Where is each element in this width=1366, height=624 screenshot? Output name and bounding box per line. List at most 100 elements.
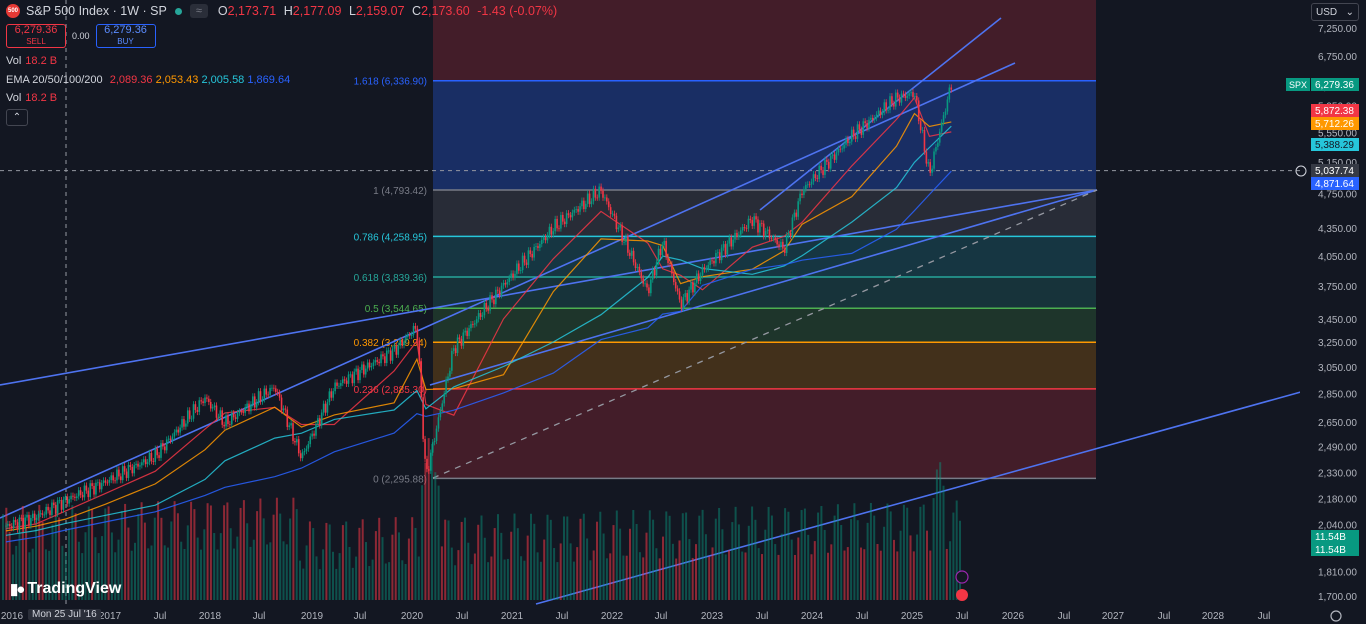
candle-body xyxy=(263,388,266,400)
volume-bar xyxy=(526,535,529,600)
volume-bar xyxy=(473,553,476,600)
volume-indicator[interactable]: Vol 18.2 B xyxy=(6,55,58,67)
volume-bar xyxy=(391,534,394,600)
candle-body xyxy=(672,273,675,283)
volume-bar xyxy=(813,541,816,600)
volume-bar xyxy=(97,553,100,600)
price-tag-bg xyxy=(1311,164,1359,177)
candle-body xyxy=(230,413,233,425)
candle-body xyxy=(363,364,365,375)
candle-body xyxy=(185,423,187,427)
candle-body xyxy=(724,244,727,255)
volume-bar xyxy=(483,537,486,600)
candle-body xyxy=(206,397,208,399)
symbol-title[interactable]: S&P 500 Index · 1W · SP xyxy=(26,4,167,18)
candle-body xyxy=(827,161,830,169)
volume-bar xyxy=(374,531,377,600)
volume-bar xyxy=(827,552,829,600)
candle-body xyxy=(435,428,438,442)
candle-body xyxy=(447,376,449,380)
candle-body xyxy=(741,227,744,231)
candle-body xyxy=(39,513,42,515)
candle-body xyxy=(274,388,277,392)
candle-body xyxy=(77,490,80,497)
volume-bar xyxy=(223,505,226,600)
volume-bar xyxy=(932,498,935,600)
candle-body xyxy=(234,417,237,419)
lightning-event-icon xyxy=(955,570,969,584)
volume-bar xyxy=(361,519,364,600)
candle-body xyxy=(257,391,260,403)
volume-bar xyxy=(308,521,311,600)
volume-bar xyxy=(35,520,37,600)
ema-indicator[interactable]: EMA 20/50/100/200 2,089.36 2,053.43 2,00… xyxy=(6,74,291,86)
candle-body xyxy=(454,348,457,353)
currency-select[interactable]: USD ⌄ xyxy=(1311,3,1359,21)
candle-body xyxy=(552,231,555,235)
candle-body xyxy=(797,201,799,217)
volume-bar xyxy=(671,543,674,600)
dashed-trend-line xyxy=(432,189,1098,479)
volume-bar xyxy=(183,548,186,600)
candle-body xyxy=(173,432,176,437)
candle-body xyxy=(384,356,386,364)
candle-body xyxy=(144,459,147,465)
candle-body xyxy=(407,335,409,337)
candle-body xyxy=(7,524,9,526)
volume-bar xyxy=(599,511,602,600)
volume-bar xyxy=(335,568,338,600)
candle-body xyxy=(870,117,872,120)
candle-body xyxy=(102,480,105,484)
price-tag: 5,712.26 xyxy=(1311,117,1359,130)
volume-bar xyxy=(774,544,777,600)
candle-body xyxy=(736,232,738,237)
candle-body xyxy=(602,190,604,198)
candle-body xyxy=(801,193,803,195)
candle-body xyxy=(638,266,641,273)
buy-button[interactable]: 6,279.36 BUY xyxy=(95,24,156,48)
candle-body xyxy=(529,250,532,254)
candle-body xyxy=(79,490,82,495)
candle-body xyxy=(816,178,819,179)
candle-body xyxy=(567,213,570,216)
candle-body xyxy=(54,505,57,514)
volume-indicator-2[interactable]: Vol 18.2 B xyxy=(6,92,58,104)
chart-header: 500 S&P 500 Index · 1W · SP ≈ O2,173.71 … xyxy=(6,4,557,18)
candle-body xyxy=(418,340,421,362)
volume-bar xyxy=(658,558,661,600)
candle-body xyxy=(116,469,118,481)
candle-body xyxy=(62,499,65,510)
volume-bar xyxy=(916,534,919,600)
candle-body xyxy=(389,350,392,361)
volume-bar xyxy=(424,462,427,600)
candle-body xyxy=(261,399,264,402)
price-tag: 5,872.38 xyxy=(1311,104,1359,117)
candle-body xyxy=(259,391,262,402)
volume-bar xyxy=(741,551,744,600)
candle-body xyxy=(412,325,415,335)
collapse-legend-button[interactable]: ⌃ xyxy=(6,109,28,126)
volume-bar xyxy=(124,503,127,600)
volume-bar xyxy=(325,522,328,600)
sell-button[interactable]: 6,279.36 SELL xyxy=(6,24,66,48)
volume-bar xyxy=(127,527,130,600)
price-tag-value: 4,871.64 xyxy=(1315,179,1354,190)
volume-bar xyxy=(506,558,509,600)
price-tag-bg xyxy=(1311,78,1359,91)
time-tick-label: 2022 xyxy=(601,611,624,622)
candle-body xyxy=(309,436,312,445)
price-tag: 5,037.74 xyxy=(1295,164,1359,177)
volume-bar xyxy=(704,534,707,600)
candle-body xyxy=(303,450,306,453)
volume-bar xyxy=(642,557,645,600)
candle-body xyxy=(627,236,629,253)
candle-body xyxy=(330,391,333,398)
candle-body xyxy=(313,433,315,436)
price-tick-label: 1,700.00 xyxy=(1318,592,1357,603)
candle-body xyxy=(58,500,61,501)
compare-wave-button[interactable]: ≈ xyxy=(189,4,208,18)
candle-body xyxy=(743,227,746,229)
volume-bar xyxy=(328,524,331,600)
candle-body xyxy=(648,287,650,294)
